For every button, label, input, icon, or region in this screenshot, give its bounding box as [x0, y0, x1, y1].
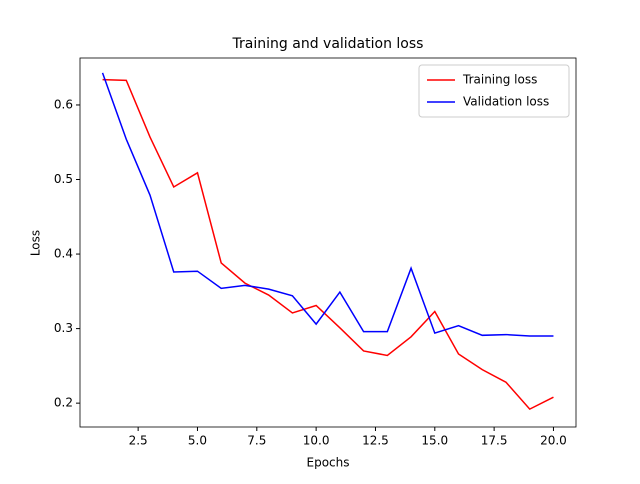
legend-label: Training loss: [462, 73, 537, 87]
chart-title: Training and validation loss: [232, 36, 424, 52]
legend-box: [418, 64, 570, 118]
series-line: [102, 78, 554, 411]
x-tick-label: 17.5: [481, 434, 508, 448]
x-tick-label: 10.0: [303, 434, 330, 448]
y-tick-label: 0.5: [54, 172, 73, 186]
y-tick-label: 0.3: [54, 321, 73, 335]
y-tick-label: 0.2: [54, 396, 73, 410]
x-tick-label: 2.5: [129, 434, 148, 448]
legend-label: Validation loss: [463, 95, 549, 109]
series-line: [101, 72, 554, 337]
y-tick-label: 0.4: [54, 247, 73, 261]
x-tick-label: 15.0: [421, 434, 448, 448]
y-tick-label: 0.6: [54, 97, 73, 111]
plot-frame: [79, 57, 577, 428]
x-axis-label: Epochs: [307, 456, 350, 470]
x-tick-label: 20.0: [540, 434, 567, 448]
y-axis-label: Loss: [29, 230, 43, 256]
x-tick-label: 12.5: [362, 434, 389, 448]
x-tick-label: 7.5: [247, 434, 266, 448]
x-tick-label: 5.0: [188, 434, 207, 448]
